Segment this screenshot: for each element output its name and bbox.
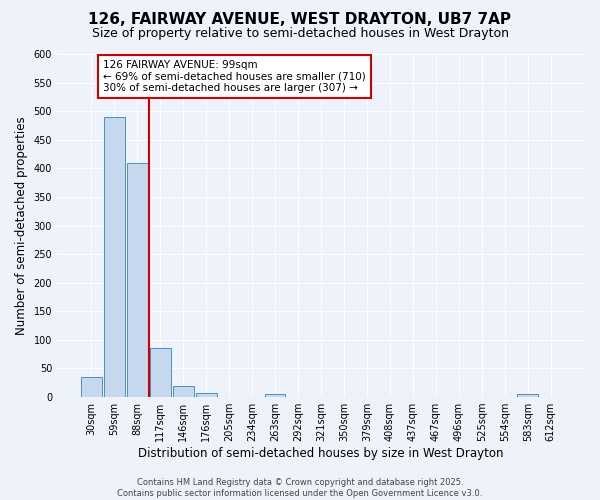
Bar xyxy=(173,386,194,397)
Text: 126 FAIRWAY AVENUE: 99sqm
← 69% of semi-detached houses are smaller (710)
30% of: 126 FAIRWAY AVENUE: 99sqm ← 69% of semi-… xyxy=(103,60,365,93)
Bar xyxy=(517,394,538,397)
Bar xyxy=(127,162,148,397)
Text: Size of property relative to semi-detached houses in West Drayton: Size of property relative to semi-detach… xyxy=(91,28,509,40)
Bar xyxy=(104,117,125,397)
Y-axis label: Number of semi-detached properties: Number of semi-detached properties xyxy=(15,116,28,335)
Bar xyxy=(81,377,102,397)
Bar xyxy=(150,348,170,397)
X-axis label: Distribution of semi-detached houses by size in West Drayton: Distribution of semi-detached houses by … xyxy=(138,447,504,460)
Text: 126, FAIRWAY AVENUE, WEST DRAYTON, UB7 7AP: 126, FAIRWAY AVENUE, WEST DRAYTON, UB7 7… xyxy=(89,12,511,28)
Bar xyxy=(265,394,286,397)
Text: Contains HM Land Registry data © Crown copyright and database right 2025.
Contai: Contains HM Land Registry data © Crown c… xyxy=(118,478,482,498)
Bar xyxy=(196,393,217,397)
